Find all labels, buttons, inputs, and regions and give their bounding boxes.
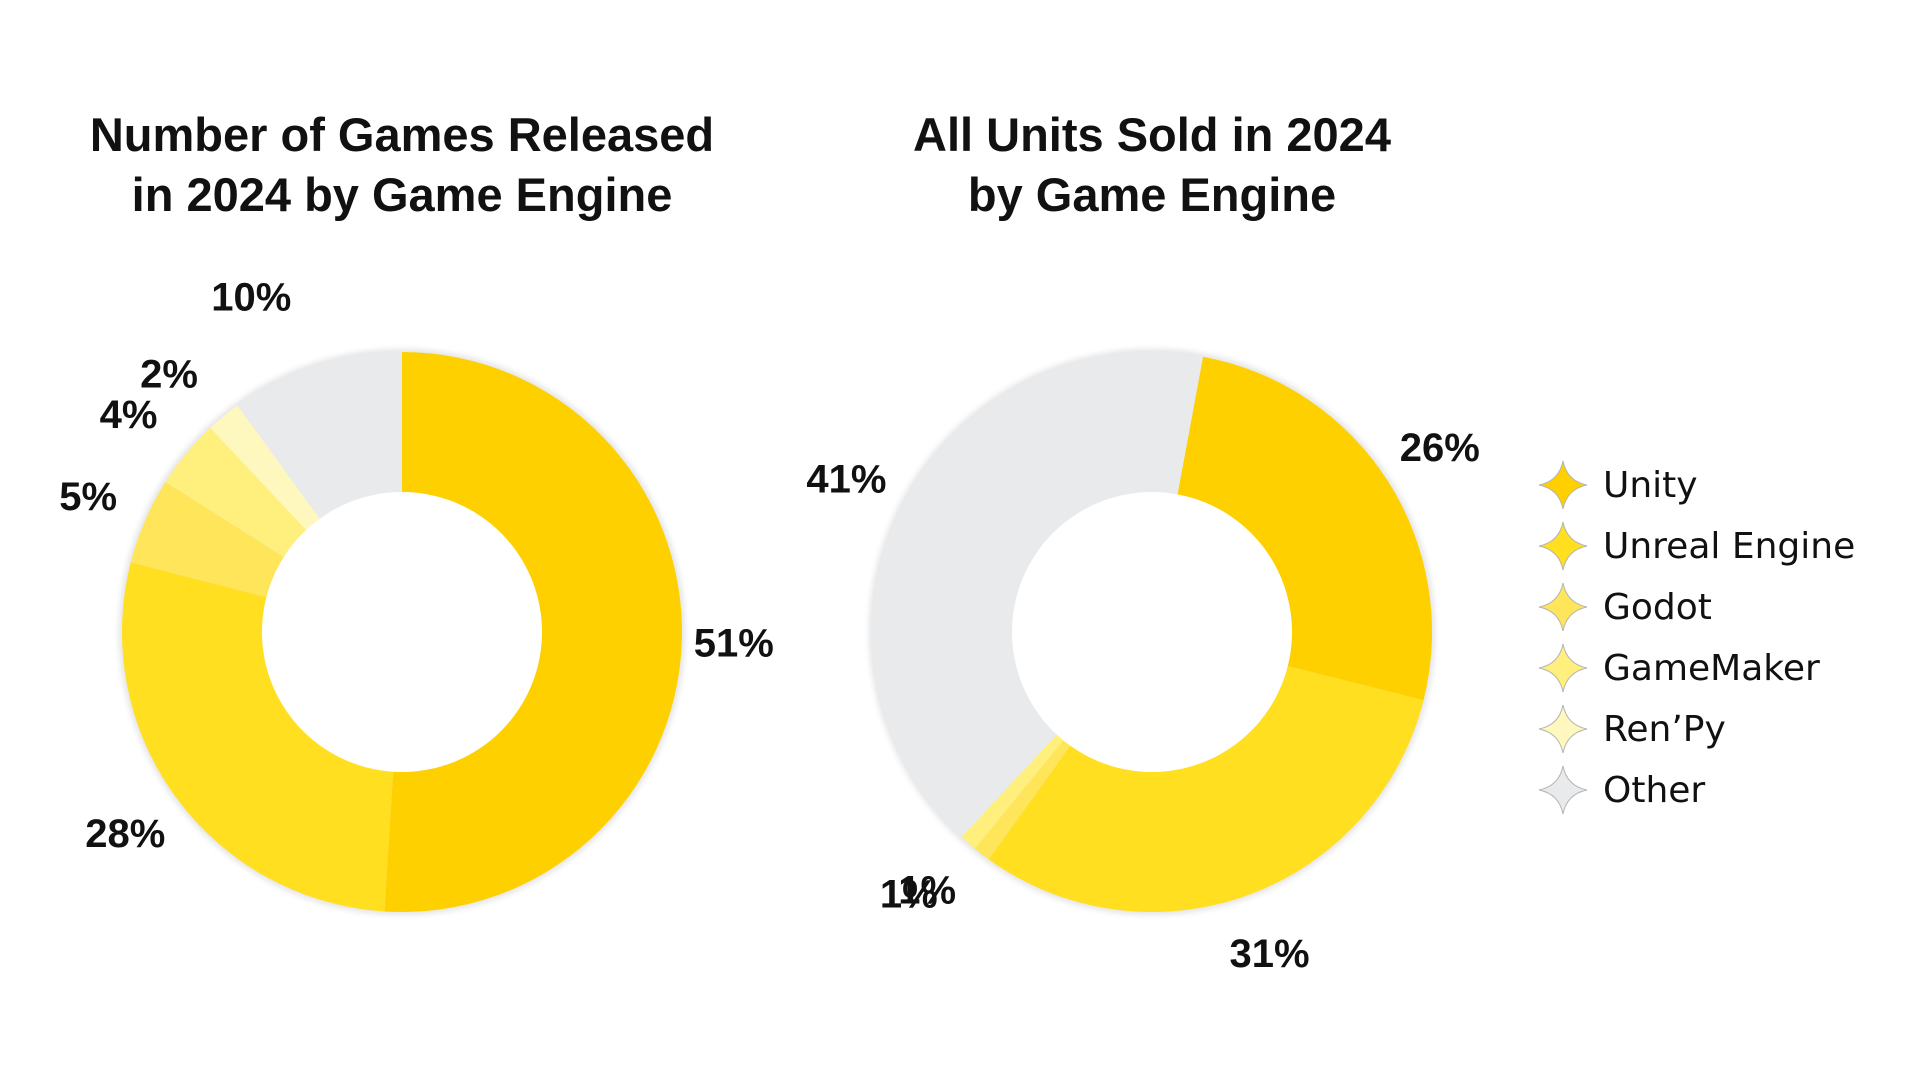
legend: Unity Unreal Engine Godot GameMaker Ren’Py Ot… bbox=[1538, 460, 1855, 815]
sparkle-icon bbox=[1538, 460, 1588, 510]
chart-title: Number of Games Released bbox=[90, 108, 714, 161]
slice-label: 2% bbox=[140, 352, 198, 396]
donut-hole bbox=[1012, 492, 1292, 772]
slice-label: 1% bbox=[880, 872, 938, 916]
legend-item: Unreal Engine bbox=[1538, 521, 1855, 571]
legend-item: Other bbox=[1538, 765, 1705, 815]
slice-label: 5% bbox=[59, 475, 117, 519]
slice-label: 26% bbox=[1400, 426, 1480, 470]
legend-label: Ren’Py bbox=[1603, 709, 1726, 750]
legend-item: GameMaker bbox=[1538, 643, 1820, 693]
slice-label: 4% bbox=[100, 393, 158, 437]
legend-label: Unity bbox=[1603, 465, 1698, 506]
slice-label: 41% bbox=[806, 457, 886, 501]
legend-item: Godot bbox=[1538, 582, 1712, 632]
sparkle-icon bbox=[1538, 582, 1588, 632]
donut-slice-unreal-engine bbox=[988, 632, 1424, 912]
legend-item: Unity bbox=[1538, 460, 1698, 510]
slice-label: 28% bbox=[85, 812, 165, 856]
slice-labels: 26% 31% 1%1% 41% bbox=[806, 426, 1479, 976]
sparkle-icon bbox=[1538, 521, 1588, 571]
slice-label: 51% bbox=[694, 622, 774, 666]
units-sold-chart: All Units Sold in 2024 by Game Engine 26… bbox=[806, 108, 1479, 976]
chart-title: in 2024 by Game Engine bbox=[132, 168, 673, 221]
legend-label: Unreal Engine bbox=[1603, 526, 1855, 567]
sparkle-icon bbox=[1538, 704, 1588, 754]
chart-title: by Game Engine bbox=[968, 168, 1336, 221]
slice-label: 1% bbox=[898, 869, 956, 913]
slice-label: 31% bbox=[1230, 932, 1310, 976]
legend-label: Godot bbox=[1603, 587, 1712, 628]
legend-item: Ren’Py bbox=[1538, 704, 1726, 754]
donut-hole bbox=[262, 492, 542, 772]
slice-labels: 51% 28% 5% 4%2% 10% bbox=[59, 276, 774, 856]
sparkle-icon bbox=[1538, 643, 1588, 693]
legend-label: GameMaker bbox=[1603, 648, 1820, 689]
games-released-chart: Number of Games Released in 2024 by Game… bbox=[59, 108, 774, 915]
sparkle-icon bbox=[1538, 765, 1588, 815]
slice-label: 10% bbox=[211, 276, 291, 320]
chart-title: All Units Sold in 2024 bbox=[913, 108, 1391, 161]
legend-label: Other bbox=[1603, 770, 1705, 811]
